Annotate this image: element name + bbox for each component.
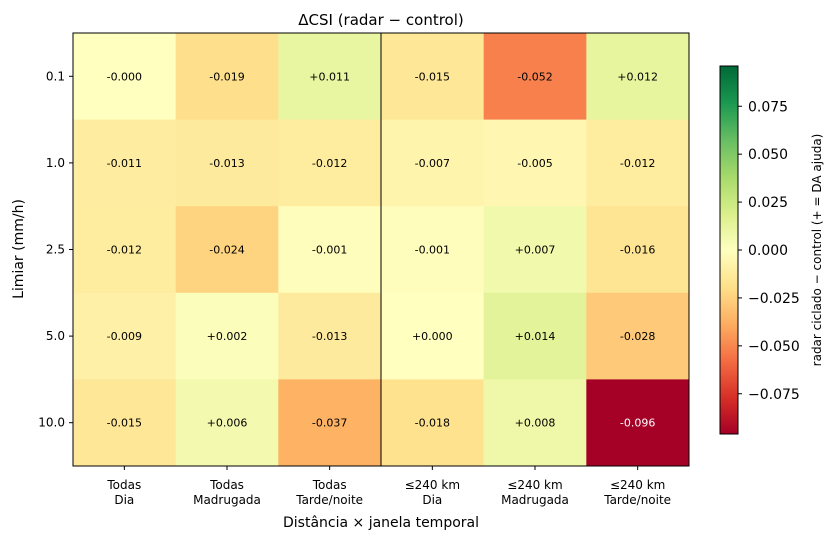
x-axis-ticks: Todas Dia Todas Madrugada Todas Tarde/noite ≤2…	[106, 466, 671, 507]
y-tick-label: 2.5	[46, 243, 65, 257]
cell-value-label: -0.015	[415, 70, 450, 83]
x-tick-label: ≤240 km Madrugada	[501, 478, 569, 507]
cell-value-label: -0.028	[620, 330, 655, 343]
cell-value-label: -0.012	[620, 157, 655, 170]
x-axis-title: Distância × janela temporal	[283, 515, 479, 531]
heatmap-cell	[73, 292, 177, 380]
y-tick-label: 5.0	[46, 329, 65, 343]
cell-value-label: -0.013	[209, 157, 244, 170]
cell-value-label: -0.012	[312, 157, 347, 170]
cell-value-label: -0.096	[620, 417, 655, 430]
heatmap-cell	[483, 292, 587, 380]
colorbar-ticks: 0.075 0.050 0.025 0.000 −0.025 −0.050 −0.075	[738, 99, 800, 403]
heatmap-cell	[586, 33, 690, 121]
colorbar-tick-label: −0.075	[748, 387, 800, 403]
x-tick-label: ≤240 km Dia	[405, 478, 460, 507]
colorbar-tick-label: −0.025	[748, 291, 800, 307]
heatmap-cell	[278, 33, 382, 121]
cell-value-label: -0.013	[312, 330, 347, 343]
cell-value-label: +0.002	[207, 330, 248, 343]
colorbar-tick-label: 0.025	[748, 195, 788, 211]
heatmap-cell	[586, 292, 690, 380]
cell-value-label: +0.014	[515, 330, 556, 343]
heatmap-cell	[381, 206, 485, 294]
cell-value-label: -0.001	[312, 244, 347, 257]
y-tick-label: 1.0	[46, 156, 65, 170]
colorbar-label: radar ciclado − control (+ = DA ajuda)	[810, 134, 824, 367]
cell-value-label: -0.001	[415, 244, 450, 257]
cell-value-label: +0.007	[515, 244, 556, 257]
x-tick-label: Todas Dia	[106, 478, 141, 507]
heatmap-cell	[586, 379, 690, 467]
heatmap-cell	[381, 379, 485, 467]
heatmap-cells	[73, 33, 690, 467]
cell-value-label: -0.009	[107, 330, 142, 343]
cell-value-label: -0.005	[517, 157, 552, 170]
colorbar-tick-label: 0.000	[748, 243, 788, 259]
heatmap-cell	[278, 292, 382, 380]
heatmap-cell	[483, 206, 587, 294]
cell-value-label: +0.012	[617, 70, 658, 83]
cell-value-label: +0.011	[309, 70, 350, 83]
heatmap-cell	[73, 206, 177, 294]
y-axis-ticks: 0.1 1.0 2.5 5.0 10.0	[38, 69, 73, 430]
y-tick-label: 0.1	[46, 69, 65, 83]
cell-value-label: +0.000	[412, 330, 453, 343]
colorbar: 0.075 0.050 0.025 0.000 −0.025 −0.050 −0.075 r…	[719, 65, 824, 435]
cell-value-label: -0.037	[312, 417, 347, 430]
colorbar-tick-label: 0.075	[748, 99, 788, 115]
cell-value-label: +0.006	[207, 417, 248, 430]
heatmap-cell	[483, 33, 587, 121]
cell-value-label: -0.012	[107, 244, 142, 257]
colorbar-tick-label: −0.050	[748, 339, 800, 355]
heatmap-cell	[278, 206, 382, 294]
cell-value-label: -0.011	[107, 157, 142, 170]
heatmap-cell	[175, 292, 279, 380]
heatmap-cell	[381, 33, 485, 121]
heatmap-cell	[175, 119, 279, 207]
x-tick-label: ≤240 km Tarde/noite	[603, 478, 671, 507]
cell-value-label: -0.018	[415, 417, 450, 430]
heatmap-cell	[483, 119, 587, 207]
y-axis-title: Limiar (mm/h)	[11, 199, 27, 299]
heatmap-cell	[73, 379, 177, 467]
cell-value-label: -0.052	[517, 70, 552, 83]
heatmap-cell-labels: -0.000 -0.019 +0.011 -0.015 -0.052 +0.012 -0.0…	[107, 70, 658, 429]
cell-value-label: -0.019	[209, 70, 244, 83]
colorbar-gradient	[719, 65, 739, 435]
heatmap-cell	[278, 379, 382, 467]
heatmap-cell	[175, 206, 279, 294]
heatmap-cell	[278, 119, 382, 207]
heatmap-cell	[175, 379, 279, 467]
heatmap-cell	[381, 292, 485, 380]
heatmap-cell	[175, 33, 279, 121]
cell-value-label: +0.008	[515, 417, 556, 430]
cell-value-label: -0.016	[620, 244, 655, 257]
heatmap-cell	[586, 206, 690, 294]
heatmap-cell	[73, 119, 177, 207]
heatmap-cell	[586, 119, 690, 207]
heatmap-cell	[483, 379, 587, 467]
heatmap-cell	[381, 119, 485, 207]
cell-value-label: -0.024	[209, 244, 244, 257]
x-tick-label: Todas Tarde/noite	[295, 478, 363, 507]
colorbar-tick-label: 0.050	[748, 147, 788, 163]
heatmap-cell	[73, 33, 177, 121]
chart-title: ΔCSI (radar − control)	[298, 11, 464, 29]
cell-value-label: -0.007	[415, 157, 450, 170]
y-tick-label: 10.0	[38, 416, 65, 430]
cell-value-label: -0.000	[107, 70, 142, 83]
cell-value-label: -0.015	[107, 417, 142, 430]
x-tick-label: Todas Madrugada	[193, 478, 261, 507]
